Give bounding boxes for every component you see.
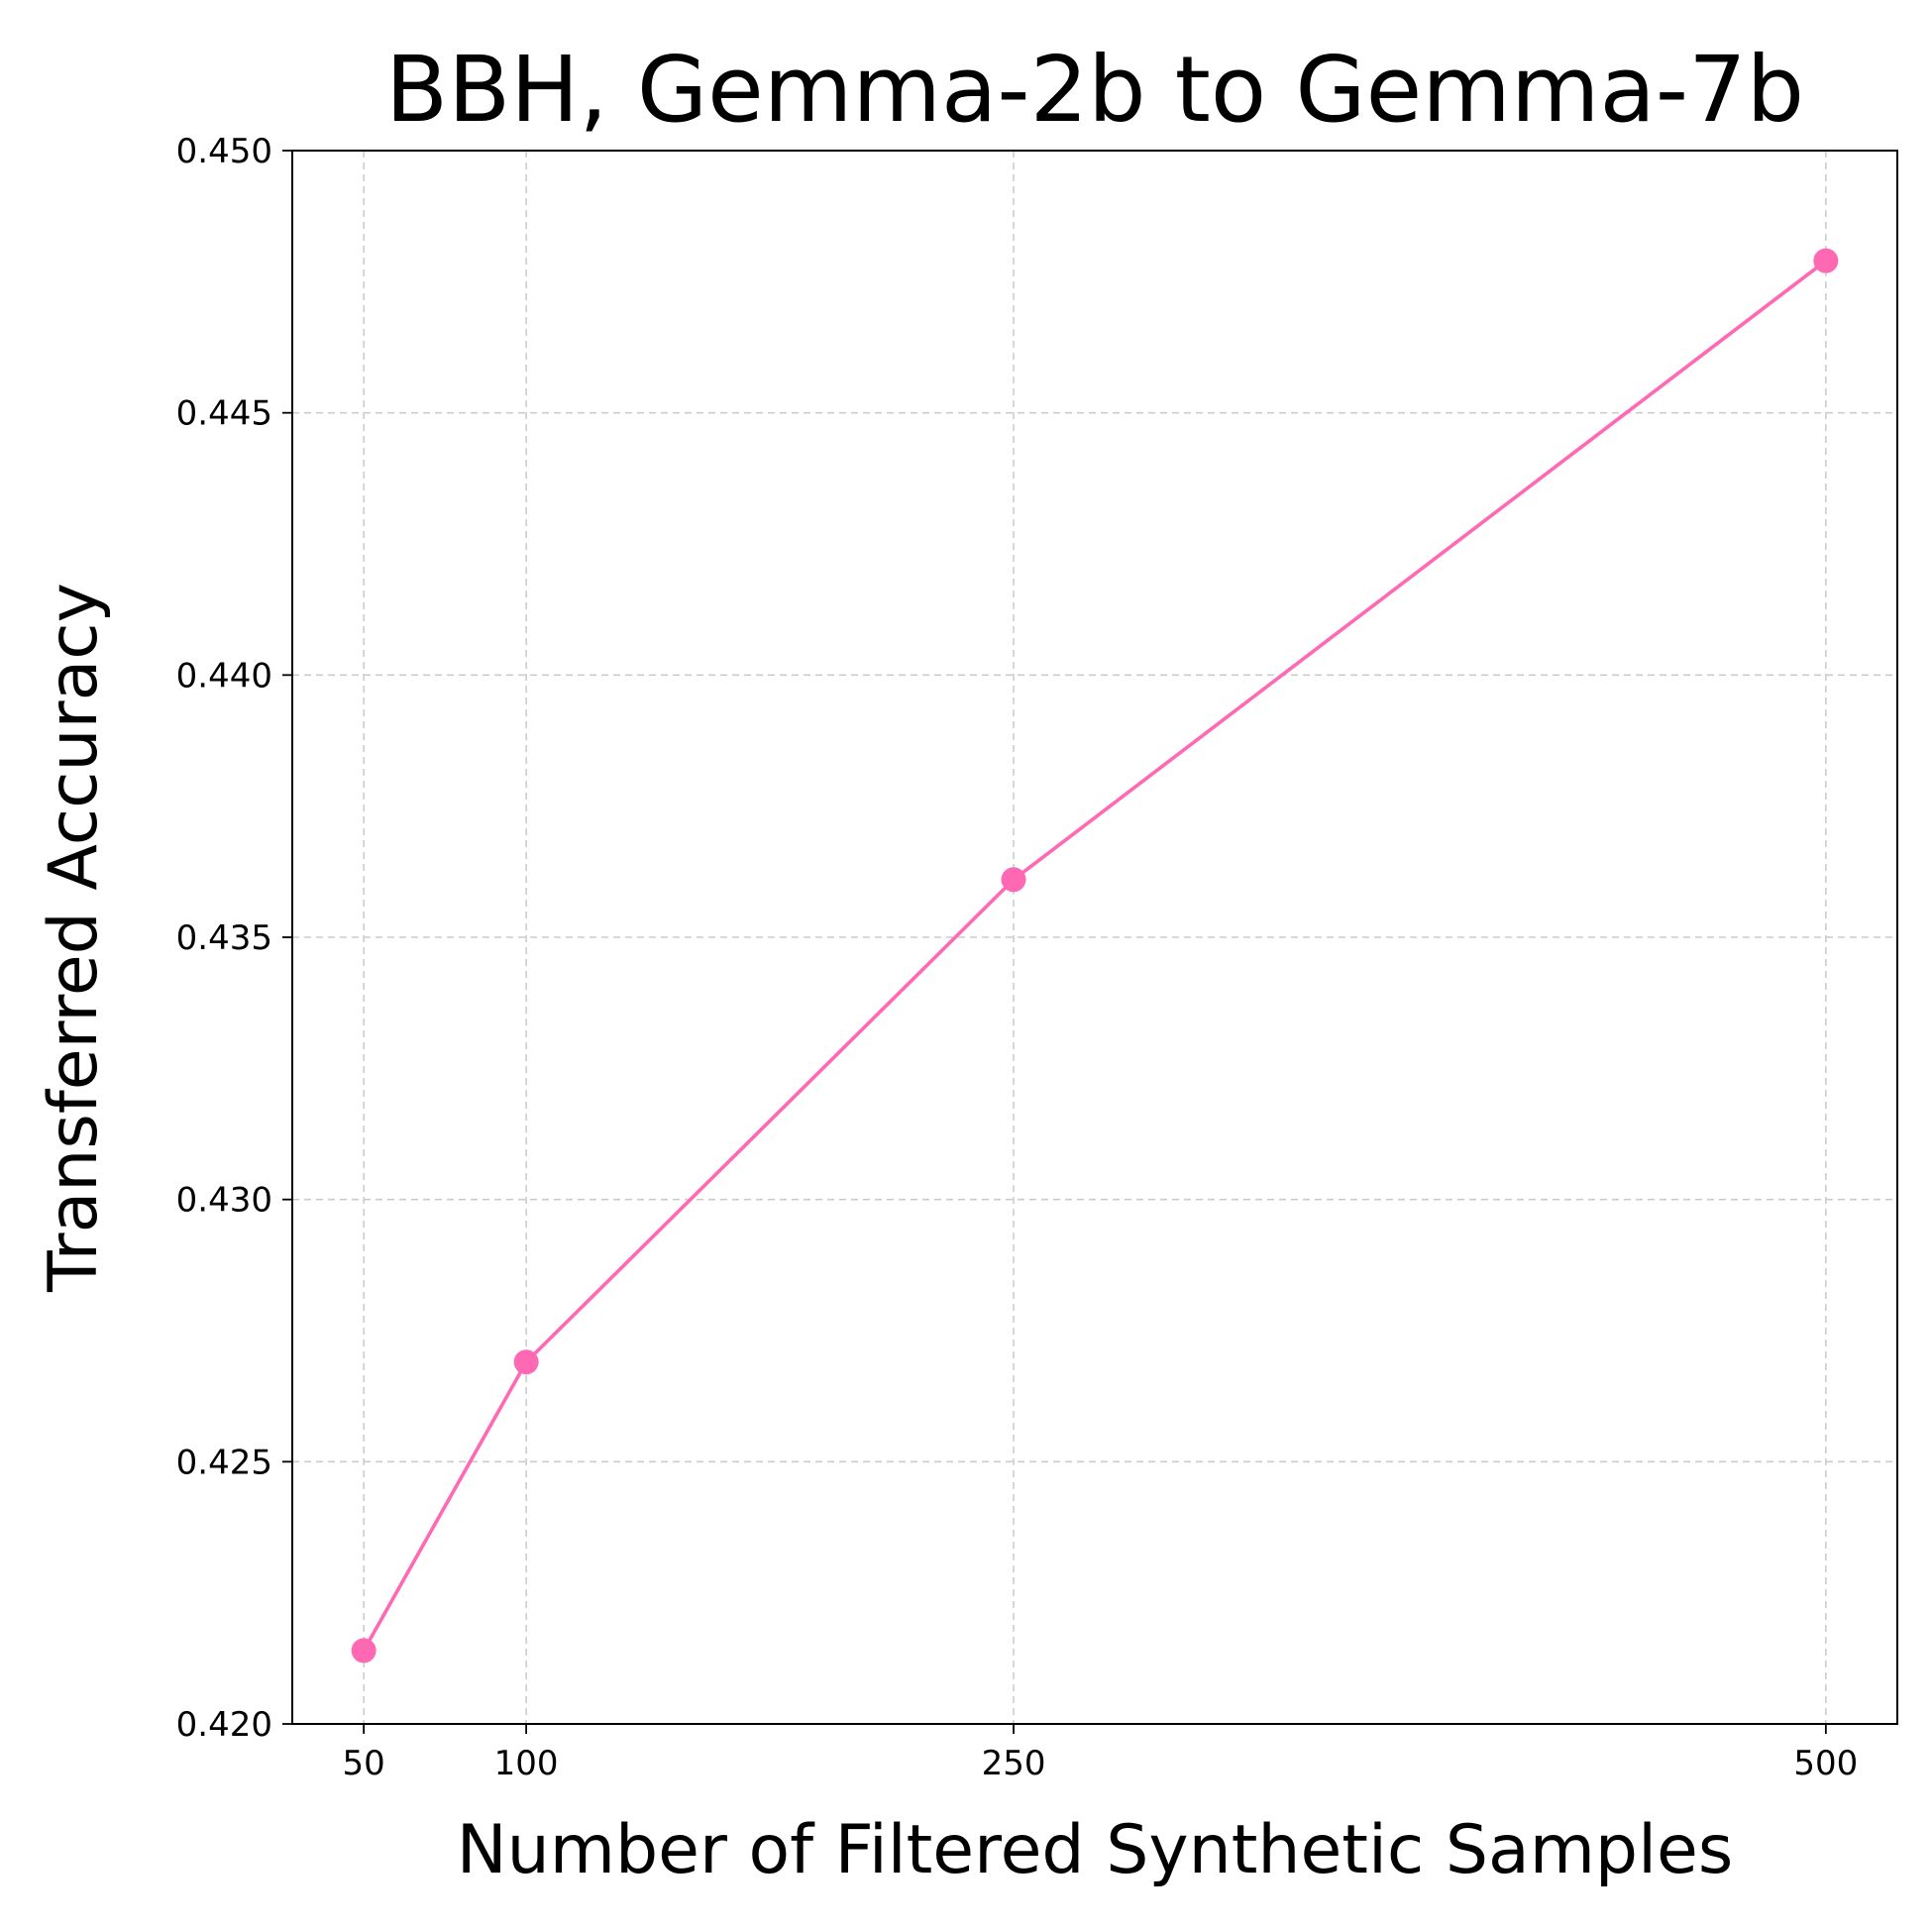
chart-title: BBH, Gemma-2b to Gemma-7b [385, 37, 1804, 143]
y-tick-label: 0.445 [176, 394, 272, 434]
y-tick-label: 0.425 [176, 1443, 272, 1482]
series-line-group [351, 248, 1839, 1664]
y-tick-label: 0.435 [176, 918, 272, 958]
x-tick-label: 250 [982, 1744, 1046, 1783]
y-tick-label: 0.440 [176, 656, 272, 696]
series-line [362, 259, 1827, 1652]
x-tick-label: 500 [1793, 1744, 1858, 1783]
x-tick-label: 100 [494, 1744, 559, 1783]
data-point-marker [1813, 248, 1839, 273]
y-tick-label: 0.420 [176, 1705, 272, 1745]
y-tick-label: 0.430 [176, 1181, 272, 1221]
x-tick-label: 50 [343, 1744, 385, 1783]
y-axis-label: Transferred Accuracy [35, 583, 113, 1293]
data-point-marker [351, 1638, 376, 1664]
x-axis-label: Number of Filtered Synthetic Samples [457, 1811, 1734, 1889]
data-point-marker [1001, 867, 1026, 893]
tick-group: 50 100 250 500 0.420 0.425 0.430 0.435 0.440 0.44… [176, 132, 1859, 1783]
y-tick-label: 0.450 [176, 132, 272, 171]
data-point-marker [513, 1349, 539, 1375]
grid [292, 150, 1897, 1725]
